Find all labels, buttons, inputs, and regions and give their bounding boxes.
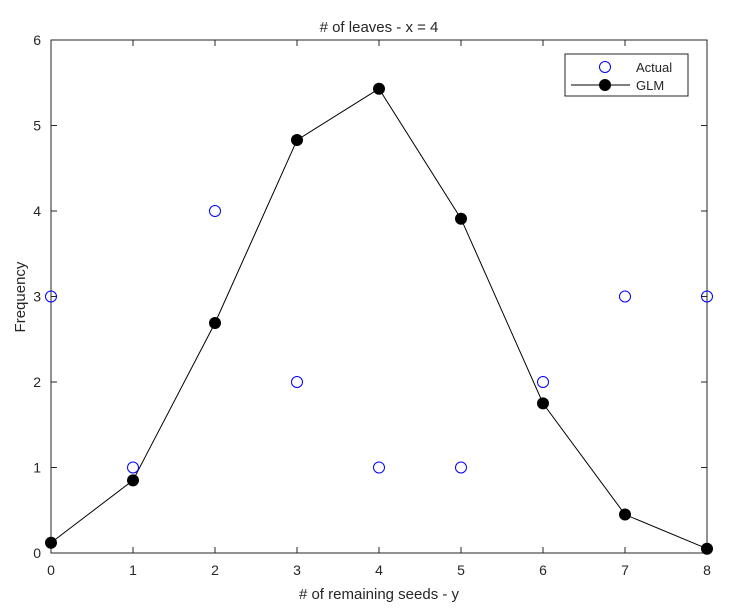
actual-marker-icon bbox=[599, 61, 611, 73]
actual-series bbox=[45, 205, 713, 474]
x-tick-label: 7 bbox=[621, 562, 629, 578]
actual-point bbox=[291, 376, 303, 388]
y-tick-label: 3 bbox=[33, 289, 41, 305]
glm-point bbox=[455, 212, 467, 225]
legend-label-actual: Actual bbox=[636, 60, 672, 75]
actual-point bbox=[127, 461, 139, 474]
x-tick-label: 3 bbox=[293, 562, 301, 578]
actual-point bbox=[619, 290, 631, 303]
glm-point bbox=[127, 474, 139, 487]
glm-point bbox=[373, 82, 385, 95]
y-tick-label: 2 bbox=[33, 374, 41, 390]
glm-point bbox=[291, 134, 303, 147]
x-tick-label: 4 bbox=[375, 562, 383, 578]
axis-ticks: 0 1 2 3 4 5 6 7 8 0 1 2 3 4 5 6 bbox=[33, 32, 711, 578]
glm-point bbox=[45, 536, 57, 549]
y-tick-label: 5 bbox=[33, 118, 41, 134]
actual-point bbox=[537, 376, 549, 388]
legend-label-glm: GLM bbox=[636, 78, 664, 93]
y-axis-label: Frequency bbox=[12, 261, 29, 332]
glm-marker-icon bbox=[599, 79, 611, 91]
actual-point bbox=[45, 290, 57, 303]
glm-series bbox=[45, 82, 713, 555]
y-tick-label: 1 bbox=[33, 460, 41, 476]
x-tick-label: 6 bbox=[539, 562, 547, 578]
x-tick-label: 2 bbox=[211, 562, 219, 578]
actual-point bbox=[209, 205, 221, 217]
y-tick-label: 0 bbox=[33, 545, 41, 561]
legend-box bbox=[564, 53, 689, 97]
plot-area bbox=[50, 39, 708, 554]
x-axis-label: # of remaining seeds - y bbox=[299, 586, 460, 603]
x-tick-label: 1 bbox=[129, 562, 137, 578]
x-tick-label: 0 bbox=[47, 562, 55, 578]
glm-point bbox=[619, 508, 631, 521]
actual-point bbox=[373, 461, 385, 474]
chart-title: # of leaves - x = 4 bbox=[320, 19, 439, 36]
legend: Actual GLM bbox=[564, 53, 689, 97]
y-tick-label: 6 bbox=[33, 32, 41, 48]
actual-point bbox=[455, 461, 467, 474]
actual-point bbox=[701, 290, 713, 303]
glm-point bbox=[537, 397, 549, 410]
y-tick-label: 4 bbox=[33, 203, 41, 219]
glm-point bbox=[701, 542, 713, 555]
glm-point bbox=[209, 317, 221, 330]
x-tick-label: 8 bbox=[703, 562, 711, 578]
x-tick-label: 5 bbox=[457, 562, 465, 578]
